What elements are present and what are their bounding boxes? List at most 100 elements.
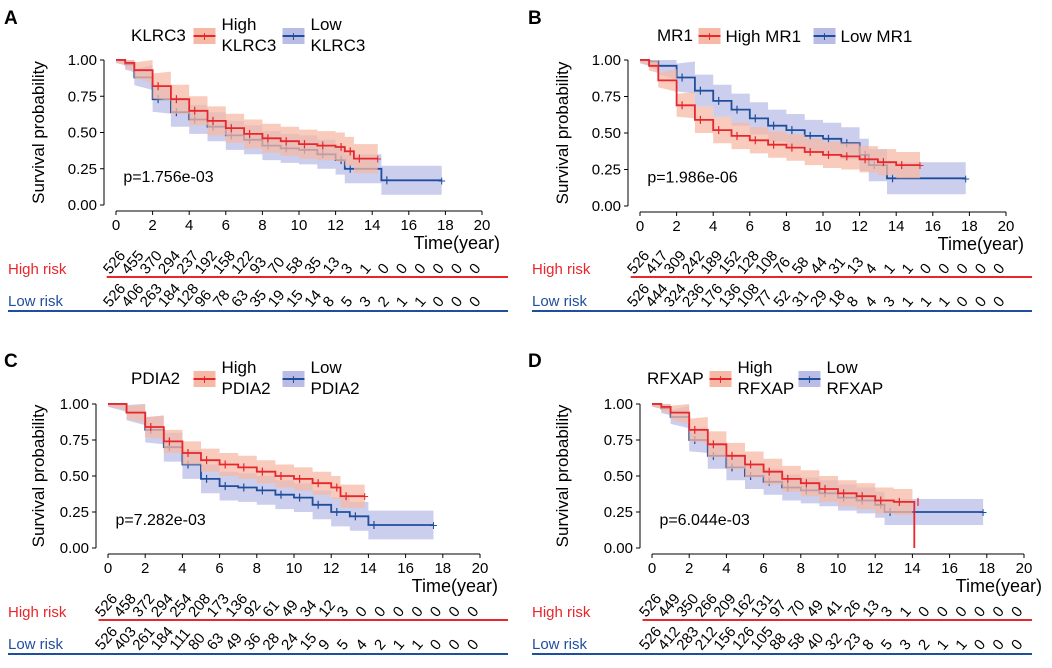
risk-count-high: 1: [896, 603, 914, 620]
legend-key-mark-high: +: [716, 371, 724, 387]
x-tick-label: 8: [797, 560, 805, 577]
risk-count-low: 2: [371, 636, 389, 653]
legend-key-mark-low: +: [805, 371, 813, 387]
risk-count-low: 0: [464, 636, 482, 653]
risk-label-low: Low risk: [532, 293, 588, 310]
panel-d: D Survival probability 0.00 0.25 0.50 0.75 1.0…: [528, 351, 1042, 655]
risk-count-low: 5: [334, 636, 352, 653]
risk-count-high: 0: [408, 603, 426, 620]
risk-count-low: 4: [862, 293, 880, 310]
x-tick-label: 18: [961, 218, 978, 235]
risk-count-high: 1: [356, 260, 374, 277]
legend-key-mark-low: +: [289, 28, 297, 44]
risk-count-high: 0: [989, 603, 1007, 620]
x-tick-label: 10: [830, 560, 847, 577]
x-tick-label: 10: [291, 217, 308, 234]
y-tick-label: 0.00: [604, 540, 633, 557]
risk-count-low: 0: [953, 293, 971, 310]
panel-label: A: [4, 8, 18, 29]
y-tick-label: 0.50: [68, 125, 97, 142]
p-value: p=1.986e-06: [647, 170, 737, 187]
risk-label-high: High risk: [532, 604, 591, 621]
survival-curve-high: [652, 403, 916, 548]
risk-count-high: 0: [972, 260, 990, 277]
legend-label-high-gene: PDIA2: [222, 379, 271, 398]
risk-count-low: 1: [411, 293, 429, 310]
y-tick-label: 0.25: [68, 161, 97, 178]
legend-key-mark-high: +: [200, 371, 208, 387]
censor-end-mark: +: [916, 157, 924, 173]
legend-label-low: Low: [311, 15, 343, 34]
legend-label-high: High: [222, 15, 257, 34]
censor-end-mark: +: [979, 504, 987, 520]
panel-label: C: [4, 351, 18, 372]
risk-count-low: 1: [390, 636, 408, 653]
legend-key-mark-low: +: [289, 371, 297, 387]
x-tick-label: 8: [782, 218, 790, 235]
legend-label-low-gene: PDIA2: [311, 379, 360, 398]
x-tick-label: 18: [434, 560, 451, 577]
survival-curve-high: [108, 403, 365, 498]
risk-count-high: 0: [915, 603, 933, 620]
y-tick-label: 0.25: [592, 162, 621, 179]
risk-count-low: 0: [971, 636, 989, 653]
risk-count-high: 0: [934, 603, 952, 620]
x-tick-label: 20: [998, 218, 1015, 235]
x-tick-label: 18: [978, 560, 995, 577]
risk-count-high: 0: [371, 603, 389, 620]
risk-count-high: 3: [334, 603, 352, 620]
censor-end-mark: +: [374, 151, 382, 167]
risk-label-high: High risk: [8, 604, 67, 621]
risk-count-low: 8: [844, 293, 862, 310]
risk-count-low: 2: [915, 636, 933, 653]
y-axis-label: Survival probability: [553, 61, 572, 204]
risk-count-high: 0: [445, 603, 463, 620]
x-tick-label: 10: [286, 560, 303, 577]
x-tick-label: 16: [397, 560, 414, 577]
x-tick-label: 8: [258, 217, 266, 234]
x-tick-label: 20: [474, 217, 491, 234]
risk-count-high: 0: [429, 260, 447, 277]
risk-count-low: 1: [935, 293, 953, 310]
legend-title: KLRC3: [131, 26, 186, 45]
risk-count-low: 0: [990, 293, 1008, 310]
legend-label-low: Low: [827, 358, 859, 377]
risk-count-high: 0: [393, 260, 411, 277]
risk-count-low: 1: [952, 636, 970, 653]
ci-band-high: [108, 404, 365, 508]
panel-label: D: [528, 351, 542, 372]
x-tick-label: 2: [141, 560, 149, 577]
risk-count-high: 0: [917, 260, 935, 277]
y-tick-label: 0.75: [60, 432, 89, 449]
risk-count-low: 9: [315, 636, 333, 653]
x-axis-label: Time(year): [414, 233, 500, 253]
legend-label-low: Low MR1: [841, 27, 913, 46]
risk-count-low: 1: [934, 636, 952, 653]
x-tick-label: 12: [327, 217, 344, 234]
risk-count-high: 3: [878, 603, 896, 620]
risk-count-low: 0: [448, 293, 466, 310]
risk-count-low: 5: [338, 293, 356, 310]
y-tick-label: 0.25: [60, 504, 89, 521]
risk-count-high: 0: [990, 260, 1008, 277]
risk-label-low: Low risk: [8, 636, 64, 653]
legend-label-high-gene: KLRC3: [222, 36, 277, 55]
y-tick-label: 0.50: [60, 468, 89, 485]
x-tick-label: 0: [104, 560, 112, 577]
legend-label-low-gene: RFXAP: [827, 379, 884, 398]
x-tick-label: 6: [222, 217, 230, 234]
y-axis-label: Survival probability: [29, 404, 48, 547]
legend-label-high: High MR1: [726, 27, 802, 46]
legend-label-high-gene: RFXAP: [738, 379, 795, 398]
risk-count-low: 2: [375, 293, 393, 310]
risk-count-low: 1: [917, 293, 935, 310]
x-tick-label: 2: [672, 218, 680, 235]
risk-count-low: 0: [466, 293, 484, 310]
legend-label-low: Low: [311, 358, 343, 377]
y-tick-label: 0.75: [592, 89, 621, 106]
risk-count-high: 3: [338, 260, 356, 277]
censor-end-mark: +: [438, 172, 446, 188]
x-tick-label: 20: [1016, 560, 1033, 577]
panel-b: B Survival probability 0.00 0.25 0.50 0.75 1.0…: [528, 8, 1032, 312]
